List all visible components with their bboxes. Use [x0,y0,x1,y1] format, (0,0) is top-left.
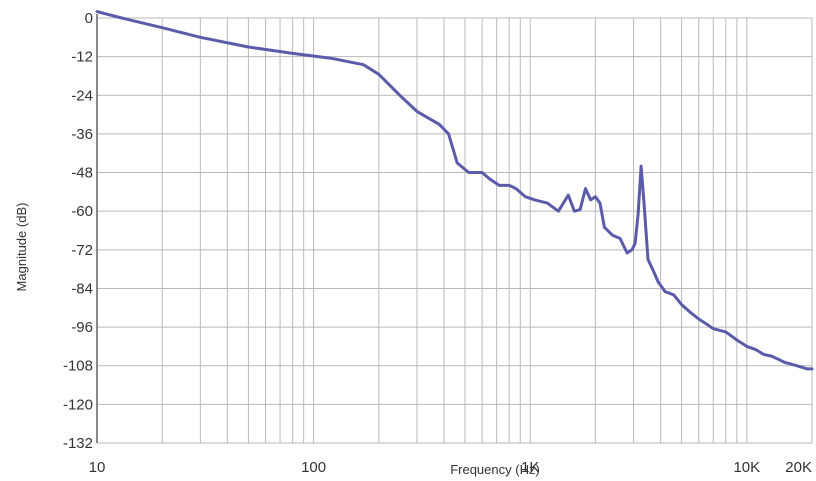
tick-labels: 0 -12 -24 -36 -48 -60 -72 -84 -96 -108 -120 -132 10 1… [63,10,812,476]
y-tick-label: -12 [71,49,93,66]
series-layer [95,10,814,371]
y-tick-label: -72 [71,242,93,259]
y-tick-label: -120 [63,396,93,413]
y-tick-label: -60 [71,203,93,220]
y-axis-title: Magnitude (dB) [14,203,29,292]
x-tick-label: 20K [785,459,812,476]
y-tick-label: -108 [63,358,93,375]
grid [96,17,813,444]
y-tick-label: -48 [71,165,93,182]
y-tick-label: -24 [71,87,93,104]
magnitude-line [95,10,814,371]
x-axis-title: Frequency (Hz) [450,462,540,477]
y-tick-label: 0 [85,10,93,27]
x-tick-label: 1K [521,459,539,476]
x-tick-label: 10K [733,459,760,476]
y-tick-label: -96 [71,319,93,336]
x-tick-label: 100 [301,459,326,476]
y-tick-label: -132 [63,435,93,452]
y-tick-label: -84 [71,280,93,297]
y-tick-label: -36 [71,126,93,143]
x-tick-label: 10 [89,459,106,476]
